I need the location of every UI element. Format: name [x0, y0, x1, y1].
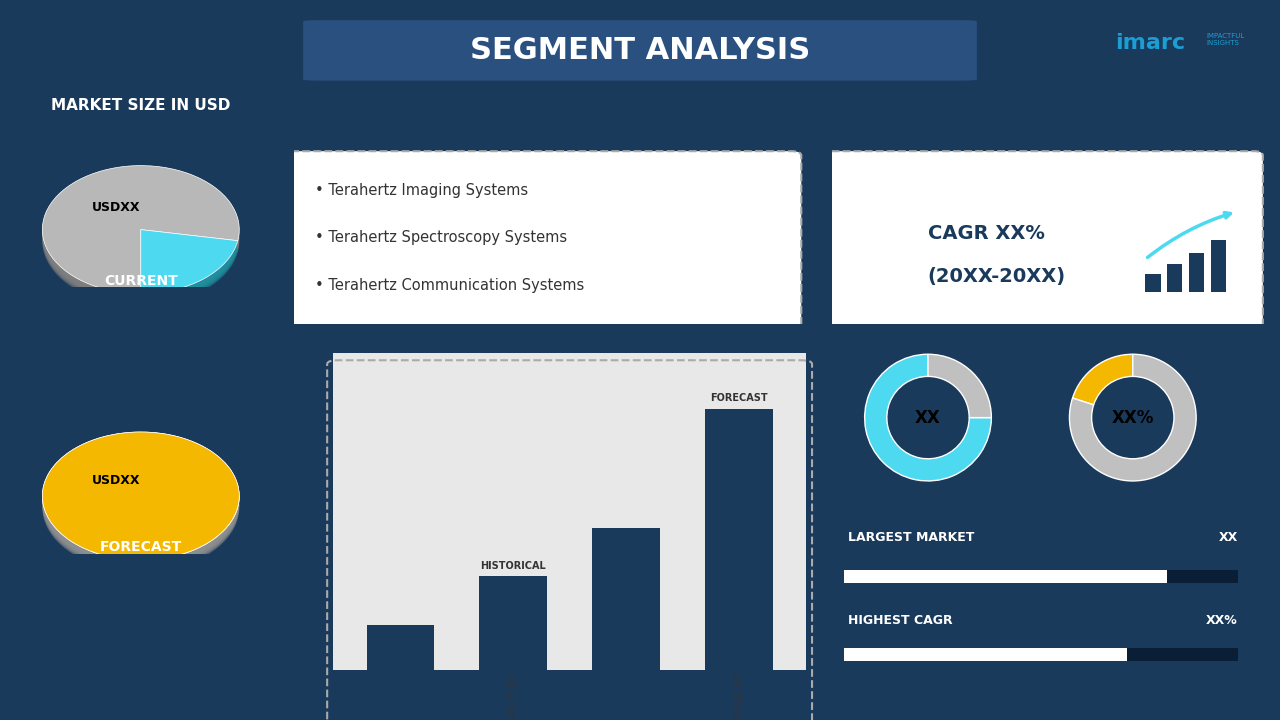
Wedge shape: [141, 230, 238, 294]
Wedge shape: [42, 166, 239, 294]
Wedge shape: [92, 496, 239, 560]
Text: CURRENT: CURRENT: [104, 274, 178, 288]
FancyBboxPatch shape: [844, 570, 1167, 582]
Text: CAGR XX%: CAGR XX%: [928, 224, 1044, 243]
Wedge shape: [42, 169, 239, 297]
FancyBboxPatch shape: [1146, 274, 1161, 292]
Wedge shape: [141, 231, 238, 295]
Wedge shape: [141, 235, 238, 299]
FancyBboxPatch shape: [844, 648, 1238, 661]
Wedge shape: [42, 433, 239, 562]
Wedge shape: [141, 450, 239, 503]
Wedge shape: [141, 444, 239, 496]
FancyBboxPatch shape: [284, 151, 801, 328]
Text: • Terahertz Communication Systems: • Terahertz Communication Systems: [315, 278, 584, 292]
Wedge shape: [42, 176, 239, 303]
Text: • Terahertz Imaging Systems: • Terahertz Imaging Systems: [315, 183, 529, 197]
FancyBboxPatch shape: [823, 151, 1263, 328]
FancyBboxPatch shape: [844, 570, 1238, 582]
Text: SEGMENT ANALYSIS: SEGMENT ANALYSIS: [470, 36, 810, 65]
Text: IMPACTFUL
INSIGHTS: IMPACTFUL INSIGHTS: [1206, 33, 1244, 46]
Wedge shape: [42, 166, 239, 294]
Wedge shape: [141, 445, 239, 498]
Text: (20XX-20XX): (20XX-20XX): [928, 267, 1066, 286]
Wedge shape: [42, 432, 239, 560]
Wedge shape: [865, 354, 992, 481]
Text: USDXX: USDXX: [92, 201, 141, 214]
Wedge shape: [42, 432, 239, 560]
Bar: [593, 528, 659, 670]
Text: XX: XX: [915, 409, 941, 426]
Wedge shape: [42, 171, 239, 299]
FancyBboxPatch shape: [844, 648, 1128, 661]
Wedge shape: [141, 230, 238, 294]
Wedge shape: [141, 449, 239, 501]
Bar: [705, 409, 773, 670]
Text: FORECAST: FORECAST: [100, 540, 182, 554]
Wedge shape: [141, 444, 239, 496]
Wedge shape: [141, 241, 238, 305]
Text: HISTORICAL: HISTORICAL: [480, 561, 547, 571]
Wedge shape: [42, 440, 239, 568]
Wedge shape: [928, 354, 992, 418]
Wedge shape: [42, 436, 239, 563]
FancyBboxPatch shape: [303, 20, 977, 81]
Bar: [366, 625, 434, 670]
Wedge shape: [141, 454, 239, 506]
Wedge shape: [42, 172, 239, 300]
Text: XX%: XX%: [1206, 613, 1238, 626]
Text: imarc: imarc: [1115, 33, 1185, 53]
FancyBboxPatch shape: [1167, 264, 1183, 292]
Wedge shape: [141, 236, 238, 300]
Wedge shape: [141, 240, 238, 303]
Text: LARGEST MARKET: LARGEST MARKET: [849, 531, 974, 544]
Text: XX%: XX%: [1111, 409, 1155, 426]
Wedge shape: [42, 444, 239, 572]
Bar: [480, 577, 547, 670]
Text: MARKET SIZE IN USD: MARKET SIZE IN USD: [51, 98, 230, 113]
Text: HIGHEST CAGR: HIGHEST CAGR: [849, 613, 952, 626]
Wedge shape: [42, 174, 239, 302]
Text: USDXX: USDXX: [92, 474, 141, 487]
Wedge shape: [42, 437, 239, 565]
Text: XX: XX: [1219, 531, 1238, 544]
Wedge shape: [1069, 354, 1197, 481]
Wedge shape: [42, 167, 239, 295]
Wedge shape: [141, 447, 239, 499]
Wedge shape: [141, 452, 239, 504]
Wedge shape: [1073, 354, 1133, 405]
Wedge shape: [42, 177, 239, 305]
Wedge shape: [141, 455, 239, 508]
Wedge shape: [42, 432, 239, 560]
Wedge shape: [42, 442, 239, 570]
Text: • Terahertz Spectroscopy Systems: • Terahertz Spectroscopy Systems: [315, 230, 567, 245]
Text: FORECAST: FORECAST: [710, 393, 768, 403]
Text: GROWTH RATE: GROWTH RATE: [975, 119, 1124, 137]
Wedge shape: [141, 238, 238, 302]
FancyBboxPatch shape: [1189, 253, 1204, 292]
Wedge shape: [141, 233, 238, 297]
FancyBboxPatch shape: [1211, 240, 1226, 292]
Wedge shape: [42, 438, 239, 567]
Text: BREAKUP BY TYPES: BREAKUP BY TYPES: [305, 119, 502, 137]
